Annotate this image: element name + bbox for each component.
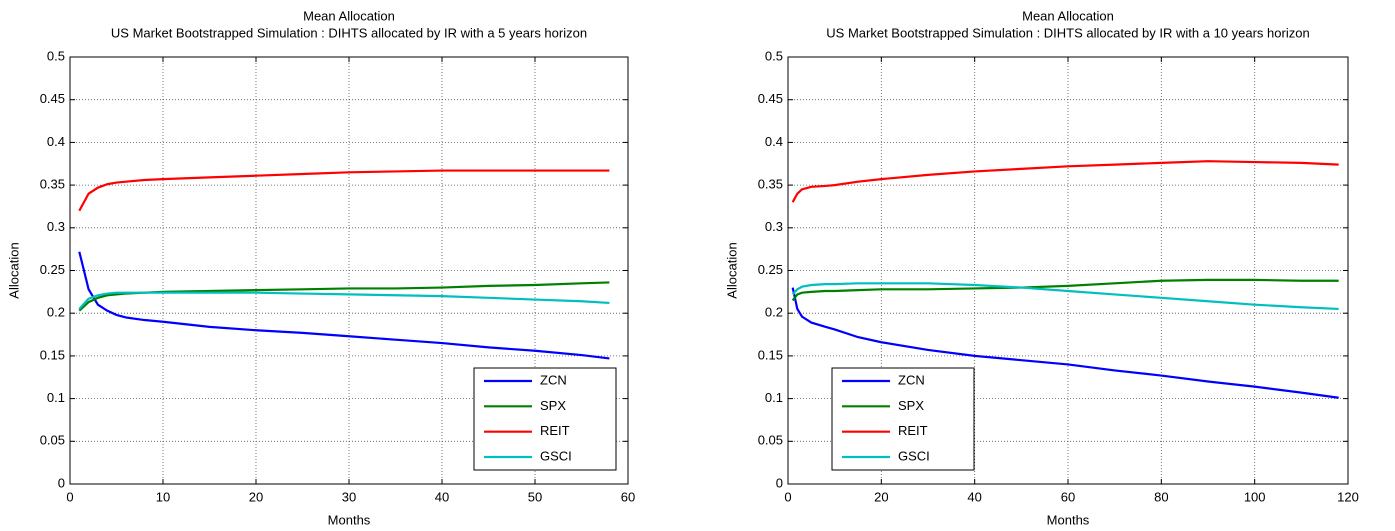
y-tick-label: 0.3 <box>47 219 65 234</box>
y-tick-label: 0.25 <box>758 262 783 277</box>
x-tick-label: 80 <box>1154 489 1168 504</box>
x-tick-label: 120 <box>1337 489 1359 504</box>
plot-frame <box>787 56 1349 485</box>
chart-subtitle: US Market Bootstrapped Simulation : DIHT… <box>111 25 587 40</box>
x-tick-label: 40 <box>967 489 981 504</box>
data-line <box>791 282 1339 311</box>
legend-label: GSCI <box>898 448 930 463</box>
y-tick-label: 0 <box>776 475 783 490</box>
y-tick-label: 0.1 <box>47 390 65 405</box>
y-tick-label: 0.3 <box>765 219 783 234</box>
x-tick-label: 30 <box>342 489 356 504</box>
data-line <box>791 287 1339 399</box>
x-tick-label: 60 <box>1061 489 1075 504</box>
x-axis-label: Months <box>1047 512 1090 527</box>
x-tick-label: 60 <box>621 489 635 504</box>
legend-label: REIT <box>898 423 928 438</box>
legend-label: SPX <box>540 398 566 413</box>
y-tick-label: 0.4 <box>47 134 65 149</box>
y-tick-label: 0.25 <box>40 262 65 277</box>
x-tick-label: 40 <box>435 489 449 504</box>
y-tick-label: 0.05 <box>40 433 65 448</box>
x-tick-label: 100 <box>1244 489 1266 504</box>
y-tick-label: 0.5 <box>47 48 65 63</box>
x-axis-label: Months <box>328 512 371 527</box>
y-tick-label: 0.2 <box>47 305 65 320</box>
y-tick-label: 0.1 <box>765 390 783 405</box>
y-axis-label: Allocation <box>6 242 21 298</box>
x-tick-label: 20 <box>874 489 888 504</box>
legend-label: GSCI <box>540 448 572 463</box>
y-tick-label: 0 <box>58 475 65 490</box>
data-line <box>791 278 1339 302</box>
x-tick-label: 50 <box>528 489 542 504</box>
x-tick-label: 20 <box>249 489 263 504</box>
y-tick-label: 0.2 <box>765 305 783 320</box>
legend-box <box>473 367 617 471</box>
chart-title: Mean Allocation <box>1022 8 1114 23</box>
y-tick-label: 0.5 <box>765 48 783 63</box>
legend-label: SPX <box>898 398 924 413</box>
data-line <box>78 169 610 212</box>
legend-label: ZCN <box>540 372 567 387</box>
chart-subtitle: US Market Bootstrapped Simulation : DIHT… <box>826 25 1309 40</box>
y-tick-label: 0.15 <box>758 347 783 362</box>
x-tick-label: 0 <box>784 489 791 504</box>
y-tick-label: 0.4 <box>765 134 783 149</box>
chart-title: Mean Allocation <box>303 8 395 23</box>
y-tick-label: 0.45 <box>40 91 65 106</box>
data-line <box>78 251 610 360</box>
y-tick-label: 0.35 <box>758 177 783 192</box>
data-line <box>791 160 1339 203</box>
legend-label: REIT <box>540 423 570 438</box>
plot-frame <box>69 56 629 485</box>
y-tick-label: 0.45 <box>758 91 783 106</box>
data-line <box>78 291 610 310</box>
y-axis-label: Allocation <box>724 242 739 298</box>
legend-label: ZCN <box>898 372 925 387</box>
y-tick-label: 0.15 <box>40 347 65 362</box>
data-line <box>78 281 610 312</box>
x-tick-label: 10 <box>156 489 170 504</box>
y-tick-label: 0.05 <box>758 433 783 448</box>
x-tick-label: 0 <box>66 489 73 504</box>
y-tick-label: 0.35 <box>40 177 65 192</box>
legend-box <box>831 367 975 471</box>
